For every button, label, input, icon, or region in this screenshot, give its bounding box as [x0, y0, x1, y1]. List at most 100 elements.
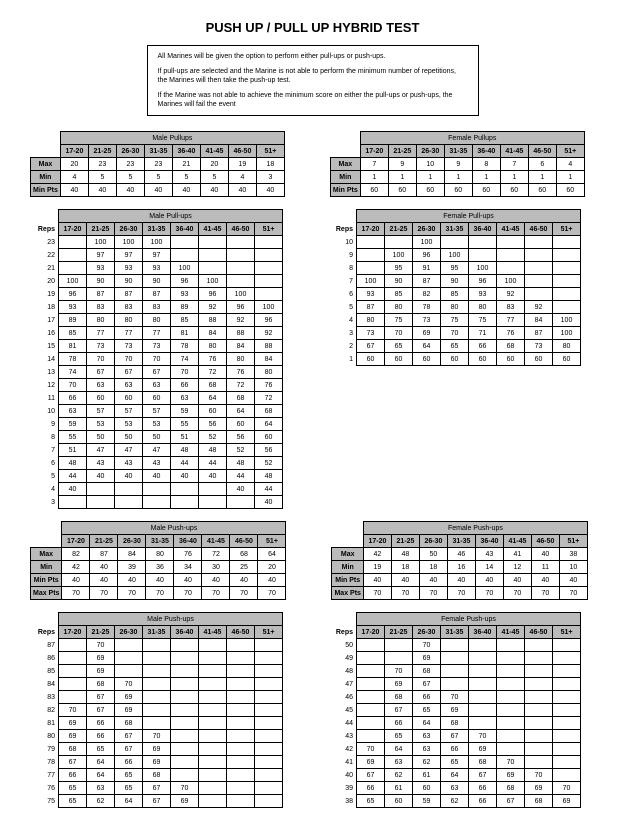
cell: 60 [441, 353, 469, 366]
cell [227, 496, 255, 509]
cell: 60 [472, 184, 500, 197]
cell: 23 [144, 158, 172, 171]
cell: 59 [171, 405, 199, 418]
reps-value: 19 [30, 288, 59, 301]
row-label-max: Max [31, 548, 62, 561]
cell [553, 691, 581, 704]
reps-value: 18 [30, 301, 59, 314]
cell: 100 [553, 314, 581, 327]
cell: 40 [202, 574, 230, 587]
cell: 70 [413, 639, 441, 652]
cell: 69 [115, 691, 143, 704]
cell: 30 [202, 561, 230, 574]
cell [171, 756, 199, 769]
cell: 43 [475, 548, 503, 561]
cell [255, 795, 283, 808]
cell [469, 249, 497, 262]
cell: 69 [413, 652, 441, 665]
cell: 18 [419, 561, 447, 574]
cell: 66 [87, 717, 115, 730]
cell [357, 704, 385, 717]
cell: 61 [385, 782, 413, 795]
cell [525, 262, 553, 275]
cell: 1 [528, 171, 556, 184]
reps-value: 13 [30, 366, 59, 379]
cell: 67 [357, 340, 385, 353]
note-line-3: If the Marine was not able to achieve th… [158, 91, 468, 109]
age-header: 21-25 [87, 626, 115, 639]
reps-value: 48 [328, 665, 357, 678]
cell [553, 678, 581, 691]
cell [469, 652, 497, 665]
cell [227, 262, 255, 275]
cell: 95 [385, 262, 413, 275]
row-label-minpts: Min Pts [332, 574, 363, 587]
cell: 87 [413, 275, 441, 288]
cell: 9 [388, 158, 416, 171]
score-table: Female Push-upsReps17-2021-2526-3031-353… [328, 612, 581, 808]
age-header: 46-50 [228, 145, 256, 158]
cell [227, 717, 255, 730]
cell: 63 [171, 392, 199, 405]
cell: 65 [441, 340, 469, 353]
row-label-min: Min [330, 171, 360, 184]
cell [199, 639, 227, 652]
female-pushups-scores: Female Push-upsReps17-2021-2526-3031-353… [328, 612, 581, 808]
cell [171, 730, 199, 743]
cell: 68 [87, 678, 115, 691]
cell: 100 [227, 288, 255, 301]
cell [357, 639, 385, 652]
cell: 72 [227, 379, 255, 392]
note-line-2: If pull-ups are selected and the Marine … [158, 67, 468, 85]
cell [497, 665, 525, 678]
cell [59, 496, 87, 509]
age-header: 41-45 [202, 535, 230, 548]
cell: 70 [441, 327, 469, 340]
cell [143, 496, 171, 509]
cell [59, 665, 87, 678]
cell: 56 [255, 444, 283, 457]
cell [59, 652, 87, 665]
reps-value: 42 [328, 743, 357, 756]
cell: 52 [255, 457, 283, 470]
age-header: 31-35 [441, 626, 469, 639]
cell: 92 [525, 301, 553, 314]
cell: 64 [199, 392, 227, 405]
age-header: 17-20 [59, 626, 87, 639]
cell: 72 [199, 366, 227, 379]
cell: 75 [469, 314, 497, 327]
cell [143, 678, 171, 691]
cell: 96 [469, 275, 497, 288]
cell: 100 [385, 249, 413, 262]
reps-value: 22 [30, 249, 59, 262]
cell: 84 [199, 327, 227, 340]
reps-value: 5 [328, 301, 357, 314]
cell: 20 [200, 158, 228, 171]
cell: 53 [143, 418, 171, 431]
cell [199, 782, 227, 795]
cell: 40 [363, 574, 391, 587]
cell: 84 [227, 340, 255, 353]
cell: 1 [500, 171, 528, 184]
cell: 4 [60, 171, 88, 184]
cell: 64 [87, 769, 115, 782]
age-header: 21-25 [88, 145, 116, 158]
cell: 69 [469, 743, 497, 756]
cell: 83 [497, 301, 525, 314]
cell: 10 [559, 561, 587, 574]
cell: 66 [469, 782, 497, 795]
cell: 100 [553, 327, 581, 340]
cell: 70 [87, 639, 115, 652]
cell: 66 [357, 782, 385, 795]
cell [553, 249, 581, 262]
cell: 70 [59, 379, 87, 392]
cell: 80 [115, 314, 143, 327]
age-header: 46-50 [227, 626, 255, 639]
cell: 100 [469, 262, 497, 275]
cell [255, 236, 283, 249]
cell [199, 665, 227, 678]
cell: 70 [115, 678, 143, 691]
cell: 88 [255, 340, 283, 353]
age-header: 31-35 [143, 626, 171, 639]
cell: 44 [227, 470, 255, 483]
